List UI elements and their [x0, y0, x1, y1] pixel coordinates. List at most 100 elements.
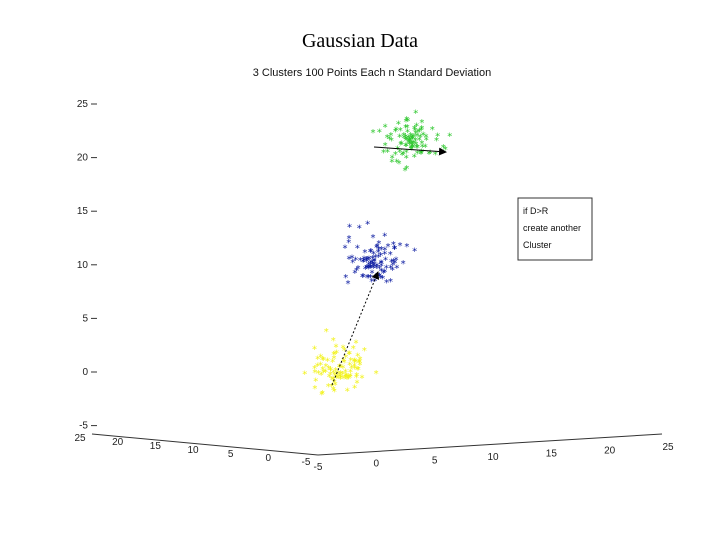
data-point: *	[353, 256, 358, 267]
data-point: *	[332, 387, 337, 398]
left-axis-tick-label: 20	[112, 437, 124, 448]
chart-title: 3 Clusters 100 Points Each n Standard De…	[253, 67, 491, 79]
left-axis-tick-label: -5	[302, 457, 311, 468]
data-point: *	[433, 150, 438, 161]
data-point: *	[332, 354, 337, 365]
data-point: *	[352, 364, 357, 375]
data-point: *	[394, 255, 399, 266]
data-point: *	[428, 149, 433, 160]
data-point: *	[383, 122, 388, 133]
data-point: *	[348, 372, 353, 383]
left-axis-tick-label: 0	[266, 453, 272, 464]
annotation-box: if D>R create another Cluster	[517, 197, 593, 261]
data-point: *	[419, 126, 424, 137]
data-point: *	[367, 263, 372, 274]
z-tick-label: 25	[77, 99, 89, 110]
data-point: *	[346, 374, 351, 385]
data-point: *	[392, 259, 397, 270]
data-point: *	[390, 154, 395, 165]
data-point: *	[312, 368, 317, 379]
data-point: *	[393, 150, 398, 161]
data-point: *	[424, 133, 429, 144]
data-point: *	[394, 158, 399, 169]
data-point: *	[430, 125, 435, 136]
data-point: *	[340, 370, 345, 381]
annotation-frame	[517, 197, 593, 261]
data-point: *	[411, 132, 416, 143]
data-point: *	[387, 134, 392, 145]
data-point: *	[341, 344, 346, 355]
data-point: *	[423, 143, 428, 154]
data-point: *	[368, 273, 373, 284]
data-point: *	[412, 124, 417, 135]
left-axis-tick-label: 5	[228, 449, 234, 460]
data-point: *	[410, 134, 415, 145]
data-point: *	[376, 245, 381, 256]
data-point: *	[383, 141, 388, 152]
data-point: *	[368, 248, 373, 259]
data-point: *	[369, 247, 374, 258]
data-point: *	[419, 149, 424, 160]
data-point: *	[360, 273, 365, 284]
data-point: *	[377, 128, 382, 139]
data-point: *	[345, 387, 350, 398]
data-point: *	[371, 250, 376, 261]
data-point: *	[389, 257, 394, 268]
data-point: *	[385, 133, 390, 144]
data-point: *	[312, 345, 317, 356]
data-point: *	[352, 361, 357, 372]
data-point: *	[377, 272, 382, 283]
data-point: *	[409, 143, 414, 154]
data-point: *	[412, 126, 417, 137]
data-point: *	[375, 242, 380, 253]
data-point: *	[346, 372, 351, 383]
annotation-line-3: Cluster	[523, 240, 552, 250]
data-point: *	[351, 344, 356, 355]
data-point: *	[394, 264, 399, 275]
data-point: *	[413, 109, 418, 120]
data-point: *	[352, 357, 357, 368]
data-point: *	[379, 267, 384, 278]
data-point: *	[350, 258, 355, 269]
data-point: *	[324, 327, 329, 338]
data-point: *	[352, 358, 357, 369]
data-point: *	[331, 336, 336, 347]
data-point: *	[376, 239, 381, 250]
data-point: *	[407, 137, 412, 148]
data-point: *	[323, 368, 328, 379]
data-point: *	[388, 277, 393, 288]
data-point: *	[409, 133, 414, 144]
data-point: *	[435, 132, 440, 143]
data-point: *	[405, 128, 410, 139]
right-floor-axis	[317, 433, 663, 456]
data-point: *	[320, 355, 325, 366]
data-point: *	[377, 264, 382, 275]
data-point: *	[403, 134, 408, 145]
data-point: *	[343, 353, 348, 364]
data-point: *	[347, 361, 352, 372]
left-axis-tick-label: 10	[187, 445, 199, 456]
data-point: *	[337, 370, 342, 381]
data-point: *	[415, 143, 420, 154]
data-point: *	[326, 364, 331, 375]
data-point: *	[374, 264, 379, 275]
data-point: *	[342, 374, 347, 385]
data-point: *	[328, 365, 333, 376]
left-axis-ticks: 25 20 15 10 5 0 -5	[74, 433, 310, 468]
data-point: *	[335, 373, 340, 384]
data-point: *	[346, 238, 351, 249]
data-point: *	[401, 150, 406, 161]
data-point: *	[355, 378, 360, 389]
data-point: *	[357, 358, 362, 369]
data-point: *	[348, 356, 353, 367]
data-point: *	[361, 256, 366, 267]
data-point: *	[396, 120, 401, 131]
arrow-yellow-to-blue	[331, 271, 380, 386]
data-point: *	[372, 256, 377, 267]
data-point: *	[342, 358, 347, 369]
data-point: *	[417, 127, 422, 138]
data-point: *	[410, 143, 415, 154]
data-point: *	[321, 368, 326, 379]
data-point: *	[329, 382, 334, 393]
data-point: *	[347, 350, 352, 361]
